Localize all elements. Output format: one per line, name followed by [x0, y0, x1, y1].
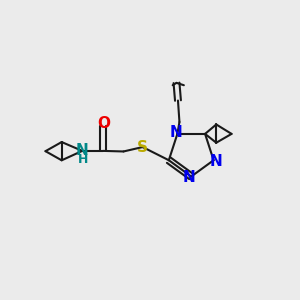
- Text: O: O: [97, 116, 110, 131]
- Text: N: N: [170, 125, 183, 140]
- Text: S: S: [137, 140, 148, 154]
- Text: H: H: [78, 153, 88, 166]
- Text: N: N: [182, 170, 195, 185]
- Text: N: N: [76, 143, 89, 158]
- Text: N: N: [210, 154, 222, 169]
